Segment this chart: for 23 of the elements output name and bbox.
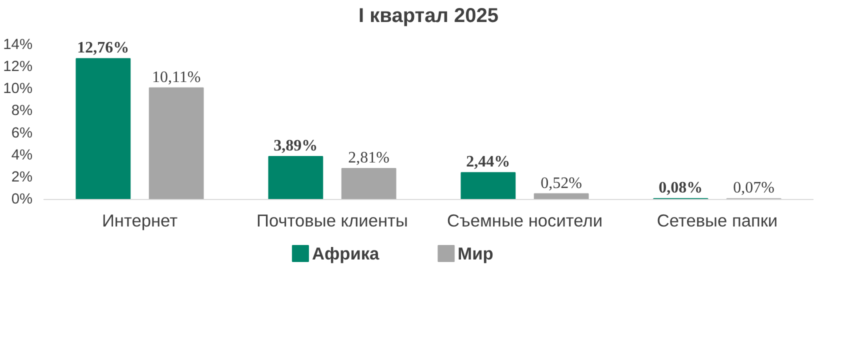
y-tick-label: 8%	[11, 103, 33, 120]
chart-title: I квартал 2025	[358, 5, 498, 27]
y-tick-label: 12%	[3, 59, 33, 76]
data-label: 0,52%	[540, 174, 582, 192]
x-tick-label: Почтовые клиенты	[256, 210, 408, 230]
legend-label: Африка	[312, 244, 380, 264]
data-label: 3,89%	[274, 138, 318, 155]
data-label: 10,11%	[152, 68, 201, 86]
x-tick-label: Съемные носители	[446, 210, 603, 230]
data-label: 0,08%	[658, 180, 703, 197]
y-tick-label: 0%	[11, 192, 33, 208]
x-tick-label: Интернет	[102, 210, 178, 230]
data-label: 0,07%	[733, 180, 774, 197]
x-tick-label: Сетевые папки	[656, 210, 778, 230]
legend-label: Мир	[458, 244, 494, 264]
y-tick-label: 10%	[3, 81, 33, 98]
data-label: 2,44%	[466, 154, 510, 171]
data-label: 12,76%	[77, 40, 130, 57]
data-label: 2,81%	[348, 149, 390, 166]
y-tick-label: 14%	[3, 36, 33, 53]
y-tick-label: 4%	[11, 147, 33, 164]
y-tick-label: 6%	[11, 125, 33, 142]
y-tick-label: 2%	[11, 169, 33, 186]
